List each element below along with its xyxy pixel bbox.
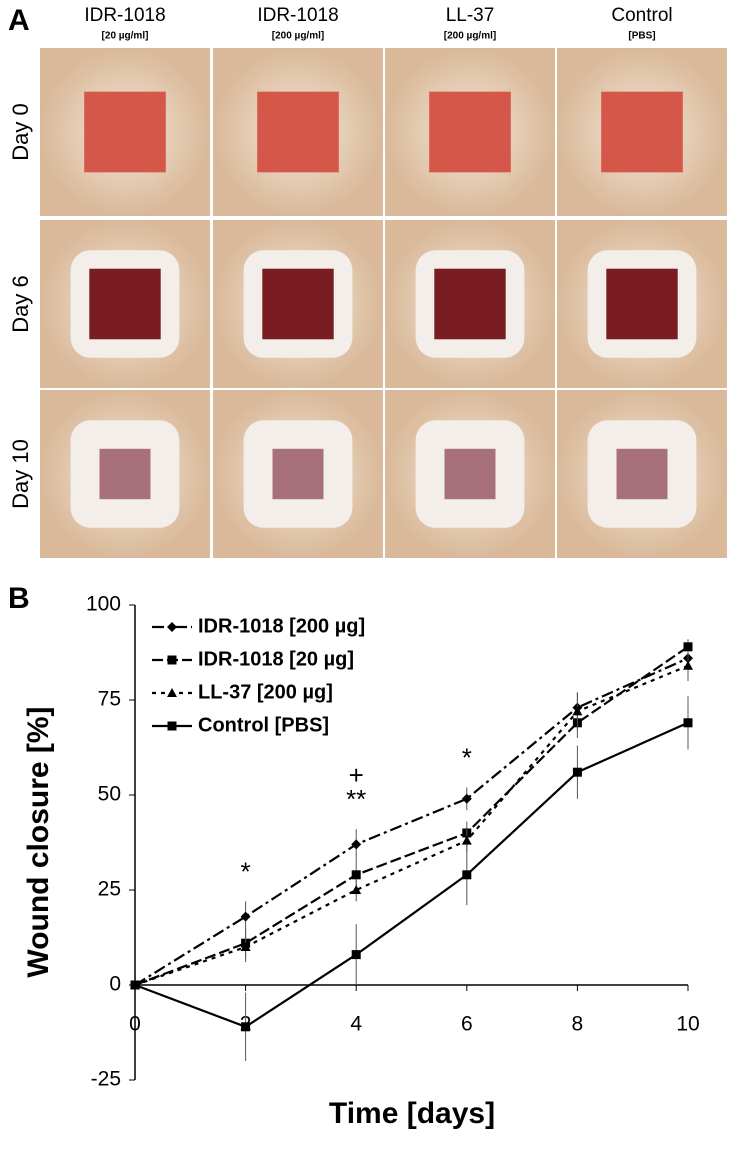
- column-subtitle: [200 µg/ml]: [272, 31, 324, 42]
- marker: [241, 1022, 251, 1032]
- wound: [84, 91, 166, 173]
- y-tick-label: -25: [91, 1068, 121, 1091]
- marker: [462, 870, 472, 880]
- y-tick-label: 100: [86, 593, 121, 616]
- series-line: [134, 721, 689, 1029]
- marker: [461, 793, 472, 804]
- panel-label: A: [8, 4, 30, 37]
- marker: [240, 942, 251, 951]
- legend-label: Control [PBS]: [198, 714, 329, 736]
- x-axis-label: Time [days]: [329, 1097, 495, 1130]
- row-label: Day 6: [8, 275, 33, 332]
- marker: [240, 911, 251, 922]
- wound: [444, 448, 496, 500]
- marker: [351, 870, 361, 880]
- marker: [572, 706, 583, 716]
- marker: [167, 655, 177, 665]
- marker: [167, 721, 177, 731]
- y-tick-label: 25: [98, 878, 121, 901]
- series-line: [134, 645, 689, 987]
- y-tick-label: 75: [98, 688, 121, 711]
- x-tick-label: 4: [350, 1013, 362, 1036]
- y-axis-label: Wound closure [%]: [22, 706, 55, 977]
- panel-label: B: [8, 582, 30, 615]
- x-tick-label: 6: [461, 1013, 473, 1036]
- annotation: *: [241, 856, 251, 886]
- marker: [683, 718, 693, 728]
- x-tick-label: 10: [676, 1013, 699, 1036]
- wound: [99, 448, 151, 500]
- marker: [572, 767, 582, 777]
- column-subtitle: [20 µg/ml]: [102, 31, 149, 42]
- series-line: [134, 664, 689, 987]
- row-label: Day 10: [8, 439, 33, 509]
- column-title: LL-37: [446, 5, 495, 26]
- wound: [434, 268, 506, 340]
- y-tick-label: 0: [109, 973, 121, 996]
- wound: [262, 268, 334, 340]
- column-subtitle: [PBS]: [628, 31, 655, 42]
- annotation: +: [349, 760, 364, 790]
- x-tick-label: 8: [572, 1013, 584, 1036]
- x-tick-label: 0: [129, 1013, 141, 1036]
- wound: [257, 91, 339, 173]
- wound: [429, 91, 511, 173]
- marker: [683, 642, 693, 652]
- annotation: **: [346, 784, 366, 814]
- wound: [272, 448, 324, 500]
- marker: [351, 885, 362, 894]
- marker: [351, 839, 362, 850]
- marker: [167, 688, 177, 697]
- legend-label: LL-37 [200 µg]: [198, 681, 333, 703]
- wound: [89, 268, 161, 340]
- marker: [167, 622, 177, 632]
- y-tick-label: 50: [98, 783, 121, 806]
- wound: [616, 448, 668, 500]
- column-title: IDR-1018: [257, 5, 338, 26]
- legend-label: IDR-1018 [200 µg]: [198, 615, 365, 637]
- legend-label: IDR-1018 [20 µg]: [198, 648, 354, 670]
- series-line: [134, 657, 689, 986]
- column-title: Control: [611, 5, 672, 26]
- annotation: *: [462, 742, 472, 772]
- row-label: Day 0: [8, 103, 33, 160]
- column-subtitle: [200 µg/ml]: [444, 31, 496, 42]
- wound: [601, 91, 683, 173]
- marker: [130, 980, 140, 990]
- column-title: IDR-1018: [84, 5, 165, 26]
- wound: [606, 268, 678, 340]
- marker: [351, 950, 361, 960]
- marker: [461, 835, 472, 845]
- marker: [683, 660, 693, 670]
